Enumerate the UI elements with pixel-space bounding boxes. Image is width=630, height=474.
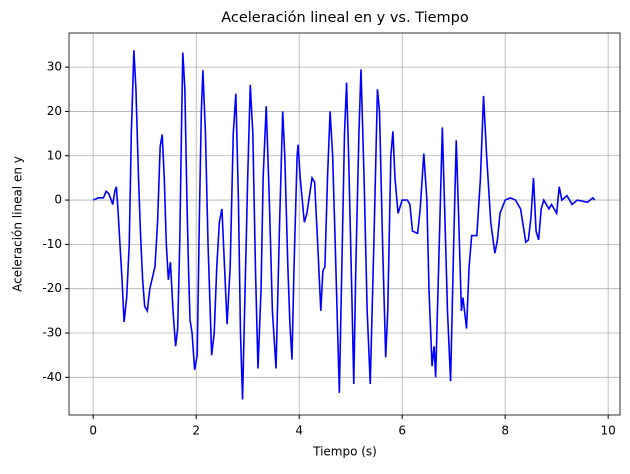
x-tick-label: 0 [89,424,97,438]
x-tick-label: 8 [501,424,509,438]
y-tick-label: -20 [42,281,62,295]
x-tick-label: 10 [601,424,616,438]
data-line [92,50,596,400]
y-tick-label: 30 [47,60,62,74]
y-axis-label: Aceleración lineal en y [11,156,25,292]
plot-frame [68,32,621,416]
x-tick-label: 4 [295,424,303,438]
y-tick-label: 10 [47,148,62,162]
chart-title: Aceleración lineal en y vs. Tiempo [221,10,469,26]
x-tick-label: 2 [192,424,200,438]
y-tick-label: -10 [42,237,62,251]
y-tick-label: 20 [47,104,62,118]
x-tick-label: 6 [398,424,406,438]
y-tick-label: -30 [42,326,62,340]
y-tick-label: 0 [54,193,62,207]
y-tick-label: -40 [42,370,62,384]
x-axis-label: Tiempo (s) [312,445,377,459]
